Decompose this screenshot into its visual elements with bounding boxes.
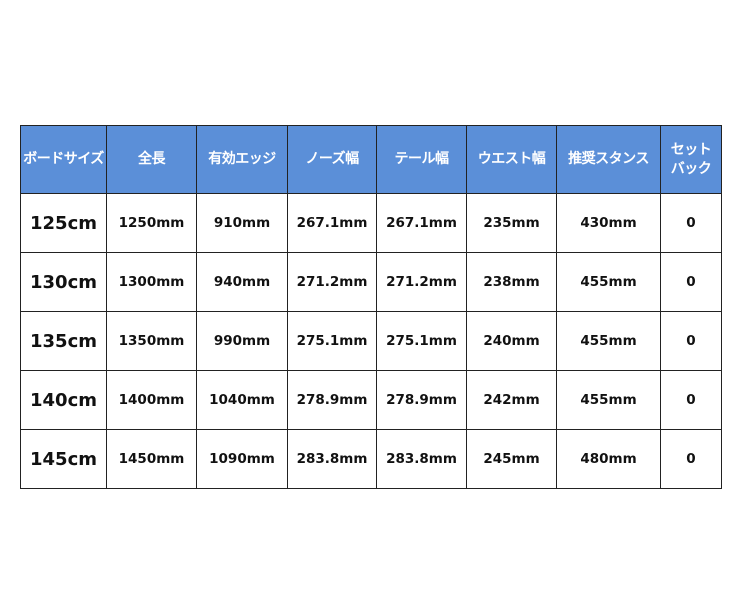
cell-effective-edge: 910mm bbox=[196, 193, 288, 253]
cell-waist-width: 238mm bbox=[466, 252, 557, 312]
cell-tail-width: 283.8mm bbox=[376, 429, 467, 489]
cell-tail-width: 275.1mm bbox=[376, 311, 467, 371]
cell-waist-width: 235mm bbox=[466, 193, 557, 253]
cell-length: 1250mm bbox=[106, 193, 197, 253]
cell-tail-width: 271.2mm bbox=[376, 252, 467, 312]
header-nose-width: ノーズ幅 bbox=[287, 125, 377, 194]
cell-nose-width: 271.2mm bbox=[287, 252, 377, 312]
header-setback-line1: セット bbox=[670, 141, 712, 158]
cell-nose-width: 278.9mm bbox=[287, 370, 377, 430]
header-row: ボードサイズ 全長 有効エッジ ノーズ幅 テール幅 ウエスト幅 推奨スタンス セ… bbox=[20, 125, 722, 194]
cell-board-size: 130cm bbox=[20, 252, 107, 312]
cell-nose-width: 267.1mm bbox=[287, 193, 377, 253]
header-tail-width: テール幅 bbox=[376, 125, 467, 194]
cell-board-size: 125cm bbox=[20, 193, 107, 253]
cell-nose-width: 283.8mm bbox=[287, 429, 377, 489]
cell-tail-width: 278.9mm bbox=[376, 370, 467, 430]
cell-board-size: 145cm bbox=[20, 429, 107, 489]
header-setback-line2: バック bbox=[670, 160, 712, 177]
cell-waist-width: 245mm bbox=[466, 429, 557, 489]
cell-waist-width: 240mm bbox=[466, 311, 557, 371]
table-row: 130cm 1300mm 940mm 271.2mm 271.2mm 238mm 455mm… bbox=[20, 252, 722, 312]
header-effective-edge: 有効エッジ bbox=[196, 125, 288, 194]
header-recommended-stance: 推奨スタンス bbox=[556, 125, 661, 194]
cell-recommended-stance: 480mm bbox=[556, 429, 661, 489]
cell-effective-edge: 990mm bbox=[196, 311, 288, 371]
cell-recommended-stance: 455mm bbox=[556, 252, 661, 312]
cell-effective-edge: 1090mm bbox=[196, 429, 288, 489]
table-row: 140cm 1400mm 1040mm 278.9mm 278.9mm 242mm 455m… bbox=[20, 370, 722, 430]
header-board-size: ボードサイズ bbox=[20, 125, 107, 194]
cell-length: 1350mm bbox=[106, 311, 197, 371]
cell-board-size: 140cm bbox=[20, 370, 107, 430]
cell-tail-width: 267.1mm bbox=[376, 193, 467, 253]
cell-nose-width: 275.1mm bbox=[287, 311, 377, 371]
cell-setback: 0 bbox=[660, 311, 722, 371]
cell-length: 1450mm bbox=[106, 429, 197, 489]
header-setback: セット バック bbox=[660, 125, 722, 194]
cell-board-size: 135cm bbox=[20, 311, 107, 371]
cell-effective-edge: 1040mm bbox=[196, 370, 288, 430]
cell-setback: 0 bbox=[660, 193, 722, 253]
table-row: 135cm 1350mm 990mm 275.1mm 275.1mm 240mm 455mm… bbox=[20, 311, 722, 371]
table-row: 145cm 1450mm 1090mm 283.8mm 283.8mm 245mm 480m… bbox=[20, 429, 722, 489]
cell-setback: 0 bbox=[660, 252, 722, 312]
cell-waist-width: 242mm bbox=[466, 370, 557, 430]
table-row: 125cm 1250mm 910mm 267.1mm 267.1mm 235mm 430mm… bbox=[20, 193, 722, 253]
cell-recommended-stance: 430mm bbox=[556, 193, 661, 253]
cell-length: 1400mm bbox=[106, 370, 197, 430]
cell-length: 1300mm bbox=[106, 252, 197, 312]
header-length: 全長 bbox=[106, 125, 197, 194]
cell-recommended-stance: 455mm bbox=[556, 311, 661, 371]
spec-table: ボードサイズ 全長 有効エッジ ノーズ幅 テール幅 ウエスト幅 推奨スタンス セ… bbox=[20, 125, 722, 489]
cell-setback: 0 bbox=[660, 370, 722, 430]
cell-recommended-stance: 455mm bbox=[556, 370, 661, 430]
cell-setback: 0 bbox=[660, 429, 722, 489]
cell-effective-edge: 940mm bbox=[196, 252, 288, 312]
header-waist-width: ウエスト幅 bbox=[466, 125, 557, 194]
